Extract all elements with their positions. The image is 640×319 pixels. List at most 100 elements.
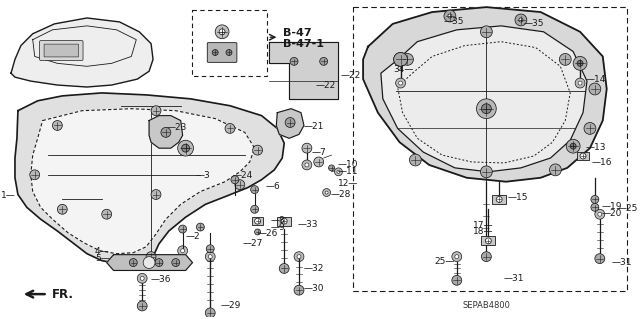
Circle shape	[178, 140, 193, 156]
Circle shape	[399, 81, 403, 85]
Circle shape	[255, 229, 260, 235]
Circle shape	[481, 166, 492, 178]
Circle shape	[591, 204, 599, 211]
Text: —19: —19	[602, 202, 622, 211]
Text: —27: —27	[243, 239, 263, 248]
Circle shape	[452, 275, 461, 285]
Circle shape	[226, 49, 232, 56]
Circle shape	[570, 143, 576, 149]
Circle shape	[455, 255, 459, 259]
Bar	[353, 7, 627, 291]
Text: —36: —36	[150, 275, 171, 284]
Text: —22: —22	[340, 71, 361, 80]
Polygon shape	[252, 217, 264, 225]
Circle shape	[30, 170, 40, 180]
Text: —31: —31	[612, 258, 632, 267]
Polygon shape	[107, 255, 193, 271]
Polygon shape	[269, 42, 339, 99]
Circle shape	[196, 223, 204, 231]
Text: —11: —11	[337, 167, 358, 176]
Circle shape	[305, 163, 309, 167]
FancyBboxPatch shape	[44, 44, 79, 57]
Circle shape	[179, 225, 187, 233]
Circle shape	[129, 259, 137, 266]
FancyBboxPatch shape	[207, 43, 237, 62]
Text: —33: —33	[298, 219, 319, 229]
Text: —35: —35	[524, 19, 545, 28]
Circle shape	[515, 14, 527, 26]
Text: —20: —20	[602, 209, 622, 218]
Text: —13: —13	[586, 143, 607, 152]
Circle shape	[589, 83, 601, 95]
Polygon shape	[492, 195, 506, 204]
Text: —35: —35	[444, 18, 465, 26]
Circle shape	[58, 204, 67, 214]
Text: —30: —30	[304, 284, 324, 293]
Text: —16: —16	[592, 159, 612, 167]
Text: —6: —6	[266, 182, 280, 191]
Circle shape	[320, 57, 328, 65]
Text: —23: —23	[167, 123, 188, 132]
Polygon shape	[15, 93, 284, 264]
Text: —9: —9	[271, 223, 285, 232]
Text: 34—: 34—	[393, 65, 413, 74]
Circle shape	[481, 252, 492, 262]
Circle shape	[401, 54, 413, 65]
Circle shape	[102, 209, 111, 219]
Circle shape	[452, 252, 461, 262]
Circle shape	[302, 143, 312, 153]
Circle shape	[180, 249, 184, 253]
Circle shape	[215, 25, 229, 39]
Circle shape	[251, 205, 259, 213]
Text: —10: —10	[337, 160, 358, 169]
Text: 25—: 25—	[435, 257, 455, 266]
Circle shape	[591, 196, 599, 204]
Circle shape	[285, 118, 295, 128]
Circle shape	[140, 276, 144, 280]
Circle shape	[598, 212, 602, 216]
Circle shape	[477, 99, 496, 119]
Polygon shape	[11, 18, 153, 87]
Circle shape	[208, 255, 212, 259]
Circle shape	[290, 57, 298, 65]
Circle shape	[481, 26, 492, 38]
Text: —29: —29	[220, 301, 241, 310]
Circle shape	[279, 263, 289, 273]
Circle shape	[137, 273, 147, 283]
Text: —2: —2	[186, 233, 200, 241]
Circle shape	[325, 191, 328, 194]
Circle shape	[161, 128, 171, 137]
Circle shape	[251, 186, 259, 194]
Circle shape	[314, 157, 324, 167]
Circle shape	[595, 209, 605, 219]
Circle shape	[212, 49, 218, 56]
Polygon shape	[149, 115, 182, 148]
Polygon shape	[381, 26, 587, 172]
Text: —24: —24	[233, 171, 253, 180]
Text: —25: —25	[618, 204, 638, 213]
Circle shape	[550, 164, 561, 176]
Circle shape	[205, 252, 215, 262]
Circle shape	[302, 160, 312, 170]
Circle shape	[137, 301, 147, 311]
Text: —15: —15	[507, 193, 527, 202]
Text: —7: —7	[312, 148, 326, 157]
Circle shape	[575, 78, 585, 88]
Text: 5—: 5—	[95, 254, 109, 263]
Polygon shape	[481, 236, 495, 245]
Circle shape	[294, 285, 304, 295]
Text: B-47-1: B-47-1	[284, 39, 324, 49]
Polygon shape	[277, 217, 291, 226]
Text: B-47: B-47	[284, 28, 312, 38]
FancyBboxPatch shape	[40, 41, 83, 60]
Circle shape	[155, 259, 163, 266]
Circle shape	[253, 145, 262, 155]
Circle shape	[143, 257, 155, 269]
Polygon shape	[31, 109, 255, 254]
Text: —32: —32	[304, 264, 324, 273]
Circle shape	[235, 180, 244, 189]
Circle shape	[151, 106, 161, 115]
Text: —3: —3	[195, 171, 210, 180]
Text: FR.: FR.	[51, 288, 74, 300]
Circle shape	[52, 121, 62, 130]
